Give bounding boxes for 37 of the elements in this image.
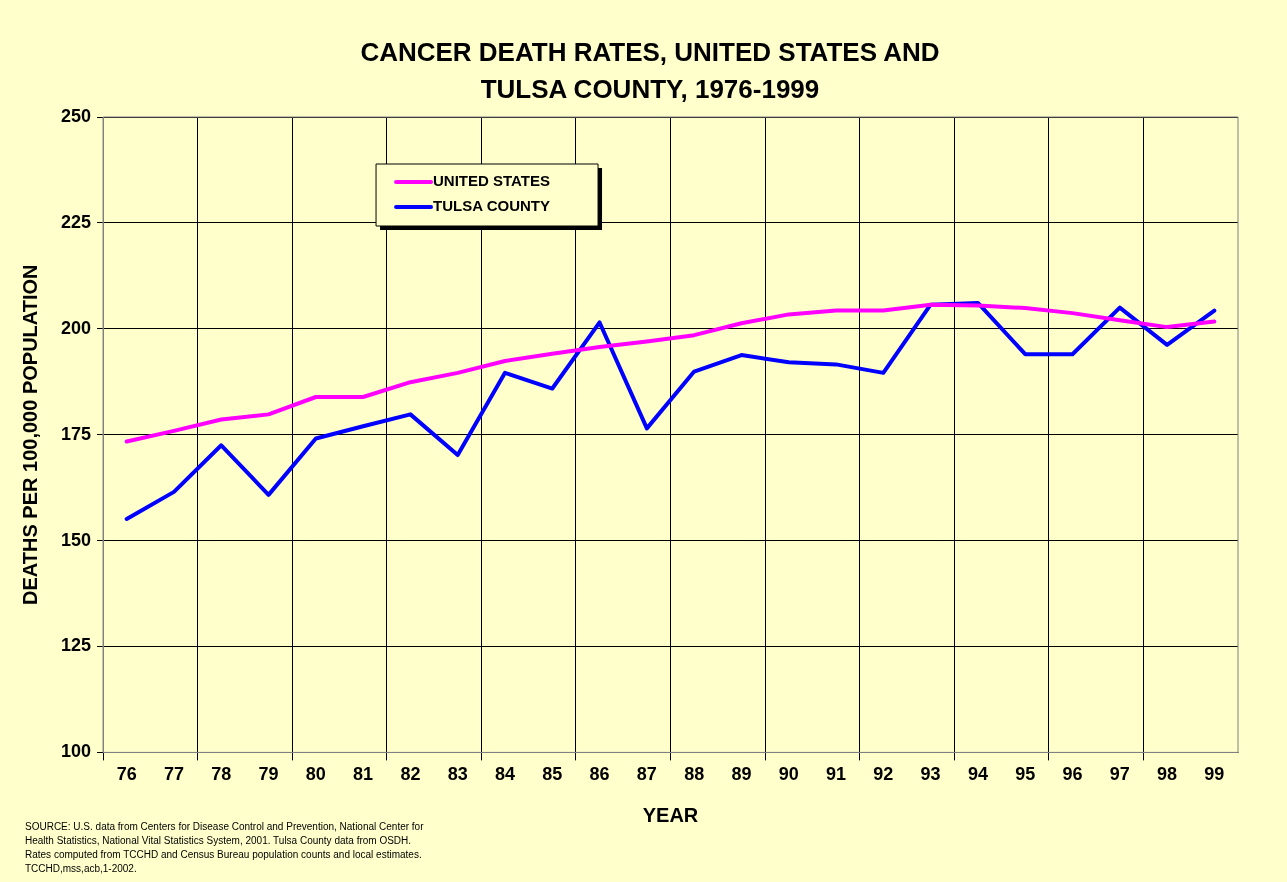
x-tick-label: 94 xyxy=(967,764,988,785)
x-tick-label: 76 xyxy=(116,764,137,785)
x-tick-label: 95 xyxy=(1015,764,1036,785)
x-axis-title: YEAR xyxy=(642,803,699,826)
x-tick-label: 92 xyxy=(873,764,894,785)
x-tick-label: 88 xyxy=(684,764,705,785)
x-tick-label: 97 xyxy=(1109,764,1130,785)
y-tick-label: 250 xyxy=(60,105,92,126)
x-tick-label: 85 xyxy=(542,764,563,785)
x-tick-label: 98 xyxy=(1157,764,1178,785)
x-tick-label: 79 xyxy=(258,764,279,785)
x-tick-label: 81 xyxy=(353,764,374,785)
x-tick-label: 99 xyxy=(1204,764,1225,785)
x-tick-label: 93 xyxy=(920,764,941,785)
x-tick-label: 89 xyxy=(731,764,752,785)
x-tick-label: 84 xyxy=(494,764,516,785)
y-tick-label: 150 xyxy=(60,529,92,550)
x-tick-label: 80 xyxy=(305,764,326,785)
x-tick-label: 96 xyxy=(1062,764,1083,785)
x-tick-label: 90 xyxy=(778,764,799,785)
x-tick-label: 87 xyxy=(636,764,657,785)
x-tick-label: 77 xyxy=(163,764,184,785)
y-tick-label: 100 xyxy=(60,741,92,762)
x-tick-label: 91 xyxy=(826,764,847,785)
source-note: SOURCE: U.S. data from Centers for Disease Control and Prevention, National Center for Health Statistics, National Vital Statistics System, 2001. Tulsa County data from OSDH. Rates computed from TCCHD and Census Bureau population counts and local estimates. TCCHD,mss,acb,1-2002. xyxy=(25,820,424,876)
x-tick-label: 83 xyxy=(447,764,468,785)
legend-label: TULSA COUNTY xyxy=(433,197,550,215)
y-tick-label: 175 xyxy=(60,423,92,444)
x-tick-label: 78 xyxy=(211,764,232,785)
legend-label: UNITED STATES xyxy=(433,172,550,190)
x-tick-label: 82 xyxy=(400,764,421,785)
chart-title: CANCER DEATH RATES, UNITED STATES AND TULSA COUNTY, 1976-1999 xyxy=(359,36,941,106)
y-tick-label: 200 xyxy=(60,317,92,338)
y-tick-label: 225 xyxy=(60,211,92,232)
x-tick-label: 86 xyxy=(589,764,610,785)
y-axis-title: DEATHS PER 100,000 POPULATION xyxy=(18,264,41,605)
y-tick-label: 125 xyxy=(60,635,92,656)
